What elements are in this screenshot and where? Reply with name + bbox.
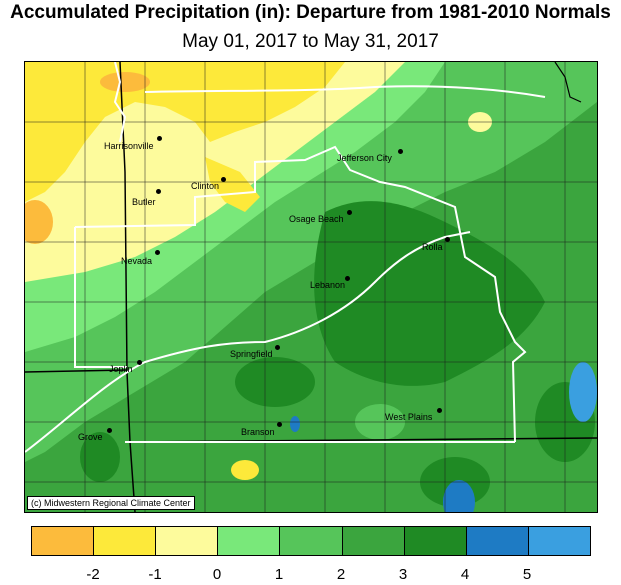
city-label-osage-beach: Osage Beach: [289, 214, 344, 224]
city-dot-west-plains: [437, 408, 442, 413]
legend-swatch-1-2: [280, 527, 343, 555]
zone-4-5-branson: [290, 416, 300, 432]
city-label-grove: Grove: [78, 432, 103, 442]
rivers: [554, 62, 582, 103]
city-label-clinton: Clinton: [191, 181, 220, 191]
legend-swatch-2-3: [342, 527, 405, 555]
city-dot-clinton: [221, 177, 226, 182]
city-dot-harrisonville: [157, 136, 162, 141]
city-dot-joplin: [137, 360, 142, 365]
city-dot-branson: [277, 422, 282, 427]
zone-3-4-southwest: [80, 432, 120, 482]
city-dot-grove: [107, 428, 112, 433]
city-label-springfield: Springfield: [230, 349, 273, 359]
city-label-harrisonville: Harrisonville: [104, 141, 154, 151]
city-label-west-plains: West Plains: [385, 412, 433, 422]
zone-lt-minus2-west: [25, 200, 53, 244]
city-dot-nevada: [155, 250, 160, 255]
city-dot-jefferson-city: [398, 149, 403, 154]
legend-swatch-0-1: [218, 527, 281, 555]
legend-tick-0: 0: [212, 566, 222, 583]
city-label-lebanon: Lebanon: [310, 280, 346, 290]
legend-tick-minus2: -2: [86, 566, 100, 583]
map-svg: [25, 62, 597, 512]
legend-tick-4: 4: [460, 566, 470, 583]
city-label-joplin: Joplin: [109, 364, 133, 374]
legend-swatch-3-4: [404, 527, 467, 555]
city-label-branson: Branson: [241, 427, 275, 437]
map-subtitle: May 01, 2017 to May 31, 2017: [182, 31, 439, 52]
zone-0-1-patch-b: [231, 460, 259, 480]
city-label-rolla: Rolla: [422, 242, 443, 252]
zone-3-4-south: [235, 357, 315, 407]
zone-4-5-east: [569, 362, 597, 422]
copyright-notice: (c) Midwestern Regional Climate Center: [27, 496, 195, 510]
legend-swatch-4-5: [466, 527, 529, 555]
legend-swatch-minus1-0: [156, 527, 219, 555]
zone-3-4-central: [314, 201, 545, 386]
legend-tick-minus1: -1: [148, 566, 162, 583]
city-dot-springfield: [275, 345, 280, 350]
zone-4-5-south: [443, 480, 475, 512]
legend-swatch-gt-5: [528, 527, 590, 555]
county-grid: [25, 62, 597, 512]
city-dot-butler: [156, 189, 161, 194]
city-dot-rolla: [445, 237, 450, 242]
precipitation-map: Harrisonville Clinton Butler Jefferson C…: [24, 61, 598, 513]
zone-lt-minus2-north: [100, 72, 150, 92]
legend-color-bar: [31, 526, 591, 556]
legend-tick-5: 5: [522, 566, 532, 583]
map-title: Accumulated Precipitation (in): Departur…: [10, 2, 611, 23]
city-dot-lebanon: [345, 276, 350, 281]
legend-swatch-lt-minus2: [32, 527, 95, 555]
city-label-jefferson-city: Jefferson City: [337, 153, 392, 163]
zone-minus2-minus1-east: [205, 157, 260, 212]
city-label-nevada: Nevada: [121, 256, 153, 266]
legend-tick-1: 1: [274, 566, 284, 583]
highway-lines: [25, 62, 546, 453]
legend-tick-3: 3: [398, 566, 408, 583]
city-dot-osage-beach: [347, 210, 352, 215]
legend-tick-2: 2: [336, 566, 346, 583]
legend-swatch-minus2-minus1: [94, 527, 157, 555]
city-label-butler: Butler: [132, 197, 156, 207]
